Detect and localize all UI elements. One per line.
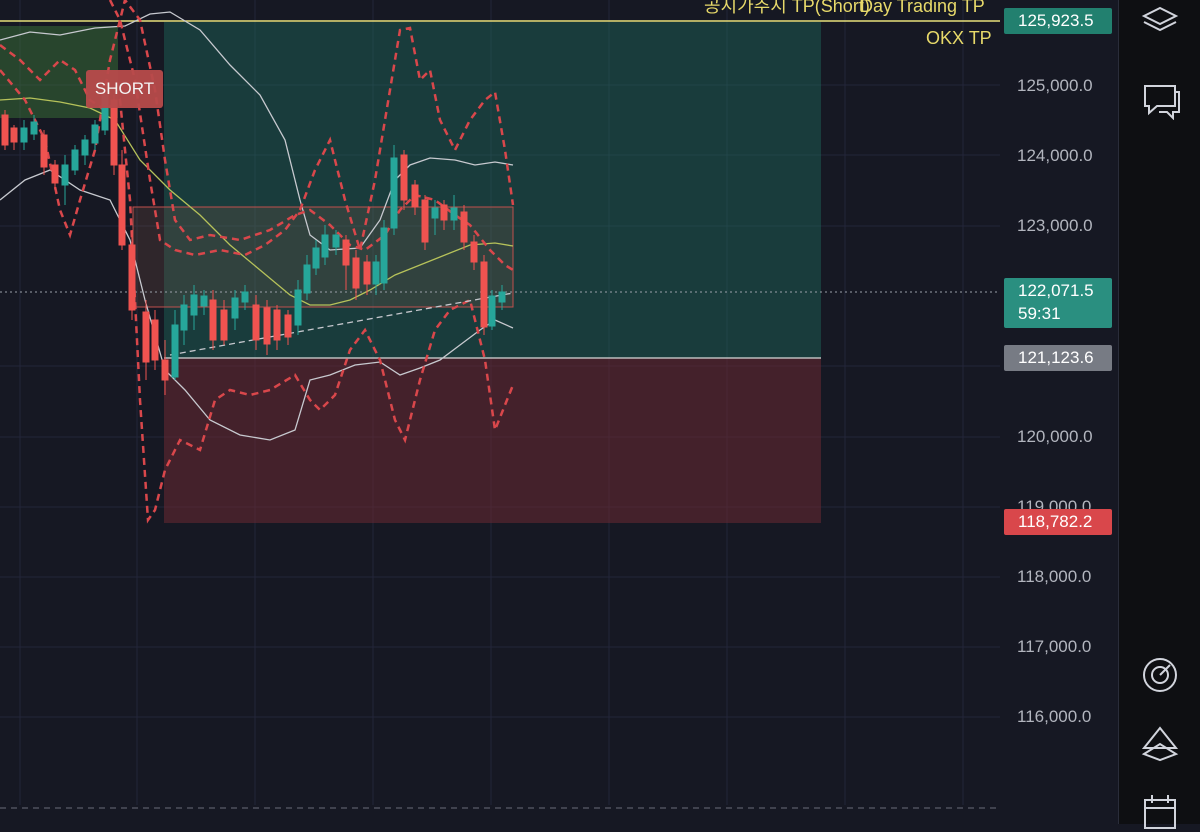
bb-lower	[0, 169, 514, 441]
korean-tp-label: 공지가추지 TP(Short)	[704, 0, 870, 16]
price-tick: 116,000.0	[1017, 707, 1092, 726]
price-tick: 120,000.0	[1017, 427, 1093, 446]
calendar-icon[interactable]	[1139, 790, 1181, 832]
bb-upper	[0, 11, 514, 251]
price-tick: 118,000.0	[1017, 567, 1092, 586]
loss-zone	[164, 358, 821, 523]
last-price-value: 122,071.5	[1018, 281, 1094, 300]
right-toolbar	[1118, 0, 1200, 829]
okx-tp-label: OKX TP	[926, 28, 992, 48]
price-chart[interactable]	[0, 0, 1000, 824]
last-price-badge: 122,071.5 59:31	[1004, 278, 1112, 328]
candles	[1, 90, 506, 395]
price-tick: 117,000.0	[1017, 637, 1092, 656]
price-tick: 123,000.0	[1017, 216, 1093, 235]
trend-line	[169, 292, 514, 356]
dashed-channel-c	[108, 0, 515, 257]
dashed-channel-a	[0, 0, 514, 272]
shapes-icon[interactable]	[1139, 722, 1181, 764]
price-tick: 124,000.0	[1017, 146, 1093, 165]
bb-middle	[0, 97, 514, 306]
layers-icon[interactable]	[1139, 2, 1181, 44]
chart-area[interactable]: SHORT 공지가추지 TP(Short) Day Trading TP OKX…	[0, 0, 1000, 824]
short-position-label[interactable]: SHORT	[86, 70, 163, 108]
day-trading-tp-label: Day Trading TP	[860, 0, 985, 16]
price-axis[interactable]: 125,000.0 124,000.0 123,000.0 120,000.0 …	[1000, 0, 1118, 824]
target-icon[interactable]	[1139, 654, 1181, 696]
tp-price-badge: 125,923.5	[1004, 8, 1112, 34]
price-tick: 125,000.0	[1017, 76, 1093, 95]
chat-icon[interactable]	[1139, 78, 1181, 120]
countdown-timer: 59:31	[1018, 304, 1061, 323]
stop-price-badge: 118,782.2	[1004, 509, 1112, 535]
entry-price-badge: 121,123.6	[1004, 345, 1112, 371]
